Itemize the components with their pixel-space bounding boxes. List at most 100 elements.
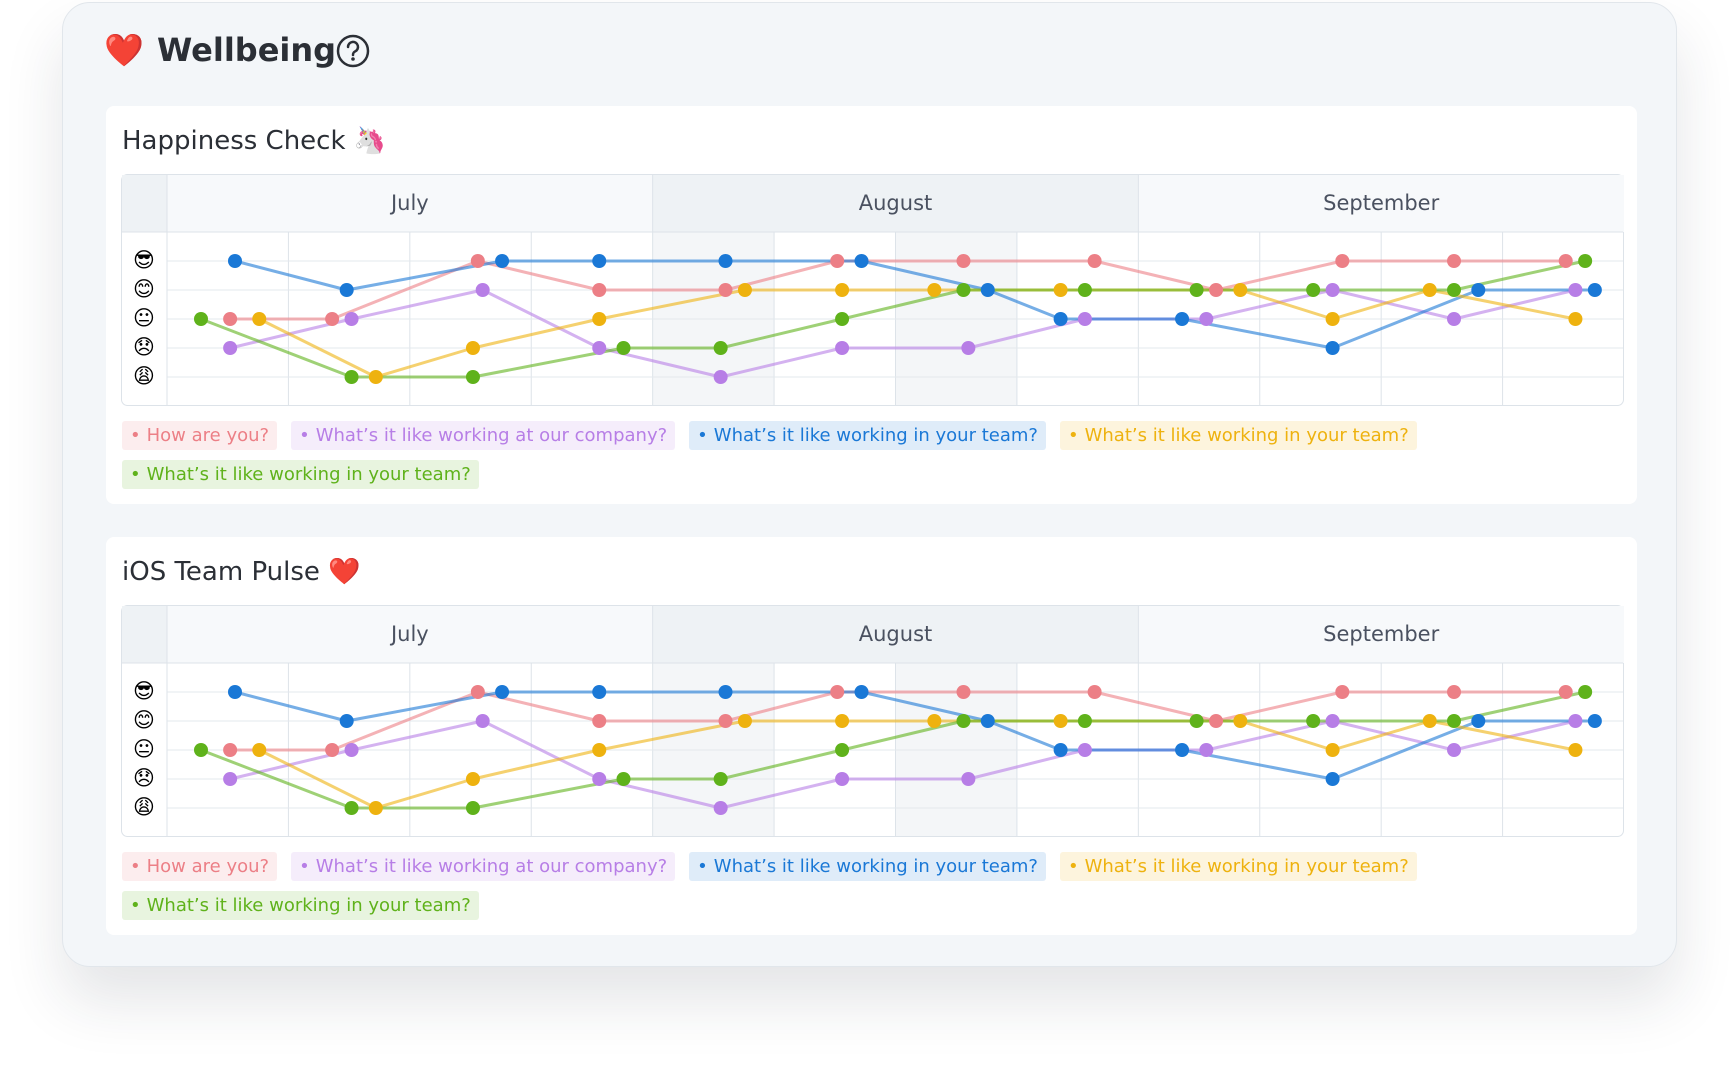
legend-item[interactable]: What’s it like working in your team? bbox=[1059, 852, 1417, 881]
data-point bbox=[1325, 743, 1340, 757]
y-tick-label: 😎 bbox=[133, 248, 155, 272]
data-point bbox=[1447, 312, 1462, 326]
data-point bbox=[1471, 283, 1486, 297]
corner-cell bbox=[122, 175, 167, 232]
data-point bbox=[465, 370, 480, 384]
data-point bbox=[830, 254, 845, 268]
data-point bbox=[1077, 743, 1092, 757]
y-tick-label: 😞 bbox=[133, 766, 155, 790]
month-label: July bbox=[389, 622, 429, 646]
data-point bbox=[223, 341, 238, 355]
legend-item[interactable]: What’s it like working in your team? bbox=[689, 852, 1046, 881]
data-point bbox=[1053, 312, 1068, 326]
chart: July August September 😎 😊 😐 😞 😩 bbox=[121, 605, 1624, 837]
data-point bbox=[1422, 283, 1437, 297]
data-point bbox=[1233, 283, 1248, 297]
data-point bbox=[344, 743, 359, 757]
data-point bbox=[592, 341, 607, 355]
y-tick-label: 😩 bbox=[133, 795, 155, 819]
legend-item[interactable]: How are you? bbox=[122, 421, 278, 450]
data-point bbox=[713, 370, 728, 384]
legend-item[interactable]: What’s it like working in your team? bbox=[1059, 421, 1417, 450]
data-point bbox=[980, 714, 995, 728]
data-point bbox=[718, 714, 733, 728]
data-point bbox=[980, 283, 995, 297]
data-point bbox=[368, 801, 383, 815]
data-point bbox=[956, 254, 971, 268]
data-point bbox=[737, 283, 752, 297]
data-point bbox=[1568, 743, 1583, 757]
data-point bbox=[592, 743, 607, 757]
month-header bbox=[167, 175, 653, 232]
data-point bbox=[1325, 341, 1340, 355]
data-point bbox=[1077, 714, 1092, 728]
data-point bbox=[718, 254, 733, 268]
data-point bbox=[835, 341, 850, 355]
data-point bbox=[1077, 283, 1092, 297]
legend-item[interactable]: What’s it like working in your team? bbox=[122, 460, 479, 489]
data-point bbox=[713, 801, 728, 815]
y-tick-label: 😎 bbox=[133, 679, 155, 703]
legend-item[interactable]: How are you? bbox=[122, 852, 278, 881]
data-point bbox=[227, 254, 242, 268]
data-point bbox=[1306, 714, 1321, 728]
corner-cell bbox=[122, 606, 167, 663]
month-label: August bbox=[859, 622, 933, 646]
data-point bbox=[1175, 743, 1190, 757]
data-point bbox=[1087, 685, 1102, 699]
legend-item[interactable]: What’s it like working at our company? bbox=[291, 852, 676, 881]
month-header bbox=[652, 175, 1139, 232]
data-point bbox=[961, 341, 976, 355]
y-tick-label: 😊 bbox=[133, 708, 155, 732]
month-header bbox=[652, 606, 1139, 663]
data-point bbox=[1053, 714, 1068, 728]
data-point bbox=[1209, 283, 1224, 297]
data-point bbox=[835, 312, 850, 326]
data-point bbox=[835, 743, 850, 757]
data-point bbox=[1335, 685, 1350, 699]
data-point bbox=[737, 714, 752, 728]
data-point bbox=[592, 312, 607, 326]
y-tick-label: 😐 bbox=[133, 306, 155, 330]
data-point bbox=[592, 714, 607, 728]
data-point bbox=[1447, 685, 1462, 699]
data-point bbox=[223, 312, 238, 326]
title-icon: ❤️ bbox=[104, 31, 144, 69]
help-icon[interactable] bbox=[336, 34, 370, 68]
data-point bbox=[592, 283, 607, 297]
data-point bbox=[854, 685, 869, 699]
data-point bbox=[495, 254, 510, 268]
data-point bbox=[1568, 283, 1583, 297]
series-line bbox=[229, 288, 1576, 379]
legend-item[interactable]: What’s it like working in your team? bbox=[689, 421, 1046, 450]
data-point bbox=[1568, 714, 1583, 728]
data-point bbox=[1587, 283, 1602, 297]
data-point bbox=[956, 283, 971, 297]
month-label: August bbox=[859, 191, 933, 215]
month-header bbox=[1138, 606, 1624, 663]
data-point bbox=[713, 772, 728, 786]
data-point bbox=[1558, 685, 1573, 699]
chart-title: Happiness Check 🦄 bbox=[122, 126, 387, 156]
data-point bbox=[470, 254, 485, 268]
data-point bbox=[1087, 254, 1102, 268]
data-point bbox=[227, 685, 242, 699]
data-point bbox=[927, 714, 942, 728]
data-point bbox=[325, 312, 340, 326]
data-point bbox=[475, 714, 490, 728]
y-tick-label: 😐 bbox=[133, 737, 155, 761]
legend-item[interactable]: What’s it like working in your team? bbox=[122, 891, 479, 920]
series-line bbox=[229, 719, 1576, 810]
legend-item[interactable]: What’s it like working at our company? bbox=[291, 421, 676, 450]
data-point bbox=[927, 283, 942, 297]
data-point bbox=[718, 685, 733, 699]
page-title: Wellbeing bbox=[157, 31, 337, 69]
data-point bbox=[718, 283, 733, 297]
data-point bbox=[1233, 714, 1248, 728]
series-line bbox=[258, 288, 1576, 379]
data-point bbox=[1335, 254, 1350, 268]
data-point bbox=[1325, 772, 1340, 786]
data-point bbox=[616, 341, 631, 355]
legend: How are you? What’s it like working at ou… bbox=[122, 852, 1442, 920]
month-label: September bbox=[1323, 191, 1439, 215]
